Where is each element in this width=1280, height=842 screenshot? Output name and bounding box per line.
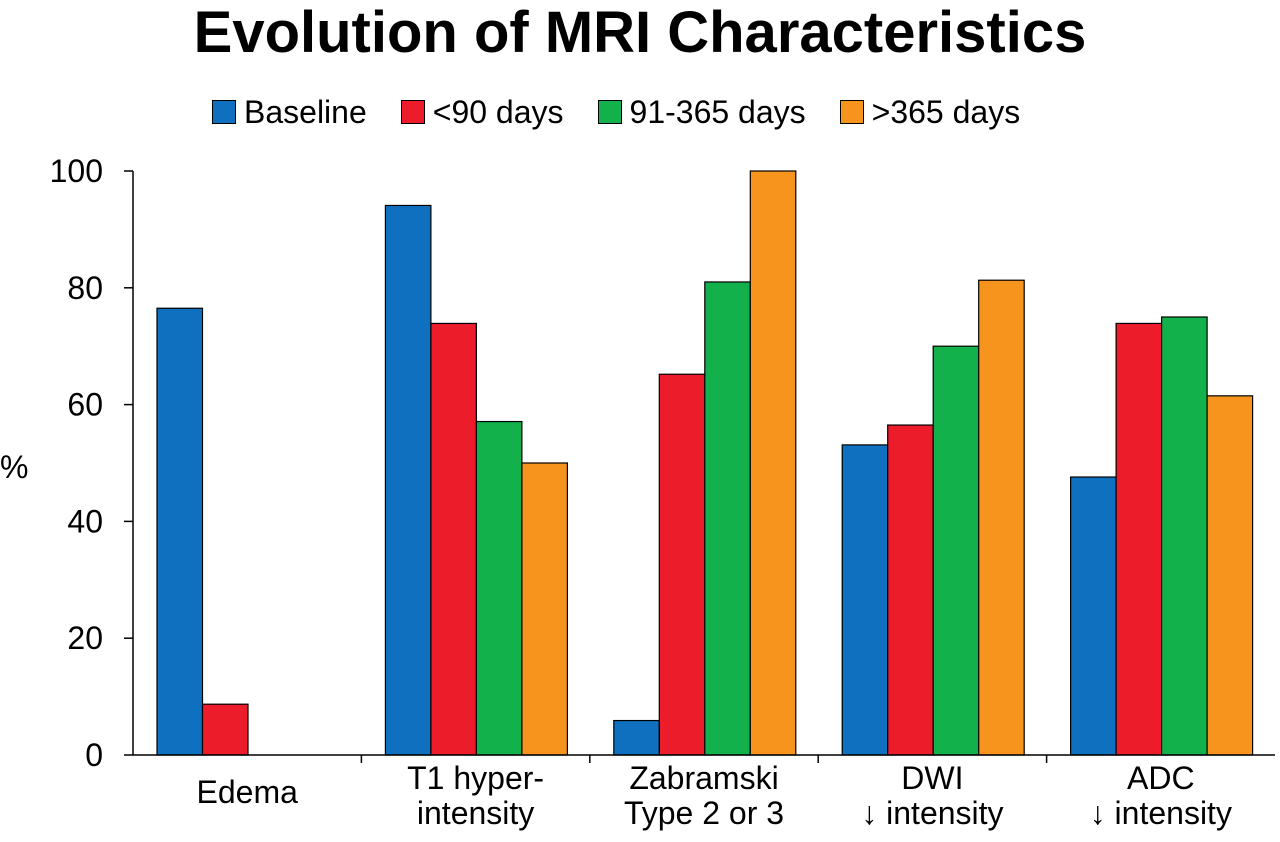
y-tick-label: 40	[67, 503, 103, 539]
chart-title: Evolution of MRI Characteristics	[193, 0, 1087, 65]
bar	[201, 703, 249, 756]
y-tick-label: 20	[67, 620, 103, 656]
y-tick-label: 100	[50, 153, 103, 189]
x-tick-label: ↓ intensity	[1090, 795, 1232, 831]
bar	[841, 444, 889, 756]
x-tick-label: ↓ intensity	[861, 795, 1003, 831]
x-tick-label: Type 2 or 3	[624, 795, 784, 831]
y-tick-label: 0	[85, 737, 103, 773]
bar	[932, 345, 980, 756]
x-tick-label: Edema	[197, 774, 299, 810]
y-tick-label: 80	[67, 270, 103, 306]
legend-item: 91-365 days	[597, 93, 806, 131]
bar	[1069, 476, 1117, 756]
legend-swatch	[597, 100, 622, 124]
legend-swatch	[400, 100, 425, 124]
bar	[749, 170, 797, 756]
bar	[384, 204, 432, 756]
bar	[978, 279, 1025, 756]
legend-label: 91-365 days	[629, 93, 806, 130]
bar	[1115, 322, 1163, 756]
bar	[1206, 395, 1254, 756]
x-tick-label: T1 hyper-	[407, 760, 544, 796]
y-tick-label: 60	[67, 387, 103, 423]
bar	[156, 307, 204, 756]
legend-item: Baseline	[212, 94, 367, 131]
bar	[658, 373, 706, 756]
bar	[1160, 316, 1208, 756]
legend-label: <90 days	[432, 93, 564, 130]
bar	[521, 462, 569, 756]
bar	[613, 719, 660, 756]
x-tick-label: DWI	[901, 760, 963, 796]
y-axis-label: %	[0, 449, 28, 485]
legend-label: >365 days	[871, 93, 1021, 130]
legend-item: >365 days	[839, 93, 1021, 131]
legend-swatch	[839, 100, 864, 124]
legend-swatch	[212, 100, 236, 124]
x-tick-label: Zabramski	[629, 760, 778, 796]
legend-label: Baseline	[244, 93, 367, 130]
legend: Baseline <90 days 91-365 days >365 days	[212, 92, 1054, 132]
x-tick-label: ADC	[1127, 760, 1195, 796]
bar	[475, 420, 523, 756]
bar	[704, 281, 751, 756]
bar	[887, 424, 934, 756]
legend-item: <90 days	[400, 93, 564, 131]
bar	[430, 322, 477, 756]
x-tick-label: intensity	[417, 795, 534, 831]
